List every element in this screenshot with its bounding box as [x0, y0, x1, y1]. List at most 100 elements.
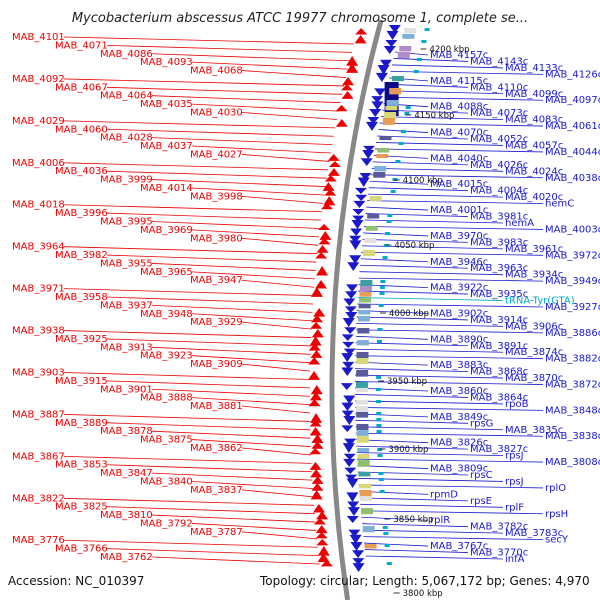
- gene-arrow[interactable]: [343, 458, 356, 467]
- gene-label-right[interactable]: MAB_3946c: [430, 257, 488, 268]
- gene-label-left[interactable]: MAB_3955: [100, 258, 153, 269]
- gene-arrow[interactable]: [335, 119, 348, 127]
- gene-arrow[interactable]: [383, 46, 396, 54]
- gene-label-right[interactable]: MAB_4110c: [470, 82, 528, 93]
- gene-label-left[interactable]: MAB_4018: [12, 200, 65, 211]
- gene-arrow[interactable]: [312, 504, 325, 513]
- gene-arrow[interactable]: [349, 240, 362, 250]
- gene-arrow[interactable]: [357, 177, 370, 187]
- gene-label-right[interactable]: MAB_3906c: [505, 321, 563, 332]
- gene-label-left[interactable]: MAB_3867: [12, 451, 65, 462]
- gene-label-left[interactable]: MAB_3915: [55, 376, 108, 387]
- gene-label-right[interactable]: MAB_4097c: [545, 95, 600, 106]
- gene-block[interactable]: [384, 82, 399, 116]
- gene-arrow[interactable]: [352, 215, 365, 222]
- gene-arrow[interactable]: [350, 542, 363, 551]
- gene-label-left[interactable]: MAB_3937: [100, 300, 153, 311]
- gene-label-left[interactable]: MAB_4027: [190, 149, 243, 160]
- gene-label-right[interactable]: MAB_3970c: [430, 231, 488, 242]
- gene-arrow[interactable]: [316, 266, 329, 276]
- gene-arrow[interactable]: [344, 438, 357, 446]
- gene-arrow[interactable]: [386, 30, 399, 40]
- gene-label-right[interactable]: MAB_3770c: [470, 548, 528, 559]
- gene-label-right[interactable]: rplO: [545, 483, 566, 494]
- gene-label-right[interactable]: MAB_4157c: [430, 50, 488, 61]
- gene-label-right[interactable]: MAB_3783c: [505, 528, 563, 539]
- gene-label-right[interactable]: rplR: [430, 515, 450, 526]
- gene-arrow[interactable]: [362, 150, 375, 159]
- gene-label-left[interactable]: MAB_4071: [55, 40, 108, 51]
- gene-arrow[interactable]: [309, 427, 322, 436]
- gene-label-left[interactable]: MAB_3762: [100, 552, 153, 563]
- gene-label-right[interactable]: rpsC: [470, 470, 493, 481]
- gene-label-left[interactable]: MAB_4006: [12, 158, 65, 169]
- gene-label-right[interactable]: MAB_3826c: [430, 438, 488, 449]
- gene-label-right[interactable]: MAB_3872c: [545, 380, 600, 391]
- gene-label-right[interactable]: MAB_3922c: [430, 283, 488, 294]
- gene-arrow[interactable]: [342, 443, 355, 453]
- gene-label-left[interactable]: MAB_4064: [100, 91, 153, 102]
- gene-arrow[interactable]: [367, 117, 380, 124]
- gene-label-right[interactable]: MAB_4026c: [470, 160, 528, 171]
- gene-label-left[interactable]: MAB_4028: [100, 133, 153, 144]
- gene-arrow[interactable]: [311, 441, 324, 449]
- gene-label-left[interactable]: MAB_3776: [12, 535, 65, 546]
- gene-label-left[interactable]: MAB_4067: [55, 82, 108, 93]
- gene-label-left[interactable]: MAB_3862: [190, 443, 243, 454]
- gene-arrow[interactable]: [353, 200, 366, 208]
- gene-label-right[interactable]: MAB_3883c: [430, 360, 488, 371]
- gene-arrow[interactable]: [313, 308, 326, 317]
- gene-arrow[interactable]: [310, 322, 323, 329]
- gene-arrow[interactable]: [371, 96, 384, 103]
- gene-label-right[interactable]: MAB_4143c: [470, 56, 528, 67]
- gene-arrow[interactable]: [341, 402, 354, 411]
- gene-label-left[interactable]: MAB_3903: [12, 367, 65, 378]
- gene-arrow[interactable]: [318, 238, 331, 245]
- gene-label-right[interactable]: MAB_4073c: [470, 108, 528, 119]
- gene-label-left[interactable]: MAB_3810: [100, 510, 153, 521]
- gene-arrow[interactable]: [311, 329, 324, 338]
- gene-arrow[interactable]: [309, 336, 322, 346]
- gene-label-left[interactable]: MAB_4030: [190, 107, 243, 118]
- gene-arrow[interactable]: [374, 88, 387, 96]
- gene-label-right[interactable]: rpsH: [545, 509, 568, 520]
- gene-arrow[interactable]: [343, 453, 356, 460]
- gene-arrow[interactable]: [352, 550, 365, 558]
- gene-arrow[interactable]: [309, 448, 322, 455]
- gene-label-right[interactable]: hemC: [545, 199, 574, 210]
- gene-arrow[interactable]: [346, 63, 359, 73]
- gene-label-left[interactable]: MAB_3887: [12, 409, 65, 420]
- gene-arrow[interactable]: [347, 507, 360, 516]
- gene-arrow[interactable]: [310, 490, 323, 500]
- gene-label-right[interactable]: MAB_4044c: [545, 147, 600, 158]
- gene-label-right[interactable]: rpsE: [470, 496, 492, 507]
- gene-arrow[interactable]: [344, 306, 357, 313]
- gene-arrow[interactable]: [316, 539, 329, 546]
- gene-arrow[interactable]: [385, 40, 398, 47]
- gene-arrow[interactable]: [342, 77, 355, 86]
- gene-arrow[interactable]: [352, 563, 365, 572]
- gene-label-right[interactable]: MAB_3882c: [545, 354, 600, 365]
- gene-arrow[interactable]: [343, 298, 356, 306]
- gene-label-right[interactable]: MAB_3848c: [545, 405, 600, 416]
- gene-arrow[interactable]: [327, 168, 340, 176]
- gene-label-left[interactable]: MAB_3875: [140, 435, 193, 446]
- gene-arrow[interactable]: [323, 196, 336, 206]
- gene-label-left[interactable]: MAB_4093: [140, 57, 193, 68]
- gene-label-left[interactable]: MAB_4029: [12, 116, 65, 127]
- gene-label-right[interactable]: MAB_3886c: [545, 328, 600, 339]
- gene-arrow[interactable]: [309, 392, 322, 401]
- gene-label-left[interactable]: MAB_3847: [100, 468, 153, 479]
- gene-arrow[interactable]: [311, 483, 324, 491]
- gene-label-left[interactable]: MAB_3923: [140, 351, 193, 362]
- gene-arrow[interactable]: [311, 434, 324, 444]
- gene-label-right[interactable]: rpsJ: [505, 476, 524, 487]
- gene-label-left[interactable]: MAB_3925: [55, 334, 108, 345]
- gene-label-left[interactable]: MAB_3878: [100, 426, 153, 437]
- gene-arrow[interactable]: [319, 231, 332, 240]
- gene-arrow[interactable]: [371, 101, 384, 110]
- gene-label-right[interactable]: MAB_3949c: [545, 276, 600, 287]
- gene-arrow[interactable]: [316, 511, 329, 520]
- gene-arrow[interactable]: [359, 172, 372, 180]
- gene-arrow[interactable]: [346, 492, 359, 502]
